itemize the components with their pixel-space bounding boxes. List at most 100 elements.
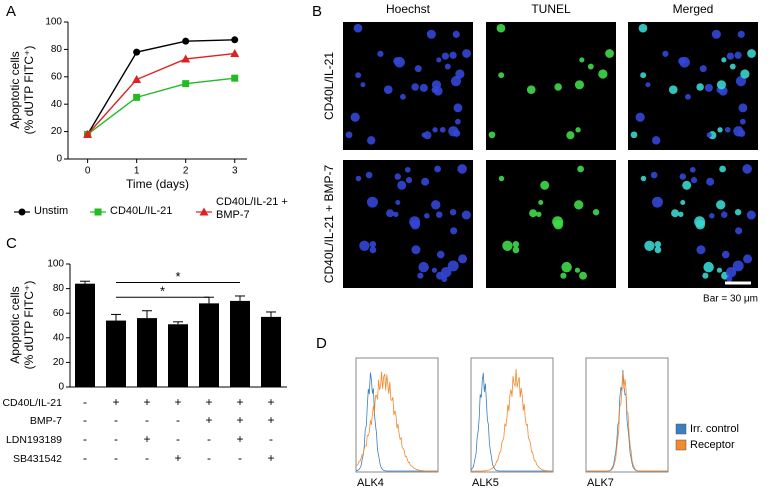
cell <box>447 260 459 272</box>
legend-label: Receptor <box>690 439 735 451</box>
histogram-curve <box>471 368 553 472</box>
panel-label: A <box>6 3 16 20</box>
cell <box>394 173 401 180</box>
cell <box>579 57 585 63</box>
cell <box>587 63 594 70</box>
cell <box>454 118 461 125</box>
legend-label: CD40L/IL-21 <box>110 205 173 217</box>
condition-value: - <box>269 432 273 446</box>
condition-value: - <box>83 432 87 446</box>
cell <box>689 166 696 173</box>
legend-marker <box>94 208 102 216</box>
cell <box>440 266 452 278</box>
cell <box>355 175 362 182</box>
cell <box>716 267 723 273</box>
cell <box>359 240 370 251</box>
cell <box>746 210 756 220</box>
cell <box>685 93 691 100</box>
cell <box>577 165 585 173</box>
y-axis-label: (% dUTP FITC⁺) <box>22 281 36 370</box>
bar <box>230 300 250 387</box>
cell <box>498 72 505 79</box>
cell <box>431 80 442 90</box>
cell <box>721 211 728 218</box>
y-tick-label: 60 <box>53 308 65 319</box>
cell <box>724 126 731 133</box>
cell <box>734 208 742 216</box>
cell <box>706 132 712 138</box>
y-tick-label: 0 <box>58 382 64 393</box>
cell <box>734 51 742 59</box>
condition-label: BMP-7 <box>30 415 62 427</box>
condition-value: + <box>236 432 243 446</box>
condition-value: - <box>114 432 118 446</box>
cell <box>605 49 614 58</box>
cell <box>579 271 587 280</box>
cell <box>704 83 713 92</box>
legend-label-box: CD40L/IL-21 <box>110 205 173 217</box>
condition-value: - <box>83 451 87 465</box>
cell <box>350 112 360 122</box>
condition-value: - <box>114 413 118 427</box>
cell <box>397 180 407 190</box>
condition-value: + <box>236 413 243 427</box>
histogram-label: ALK4 <box>357 477 384 489</box>
condition-value: + <box>143 395 150 409</box>
condition-value: - <box>114 451 118 465</box>
cell <box>405 177 413 184</box>
cell <box>345 131 353 139</box>
cell <box>441 276 448 282</box>
condition-value: + <box>267 413 274 427</box>
cell <box>554 83 562 91</box>
column-header: TUNEL <box>531 2 571 16</box>
cell <box>654 246 662 254</box>
cell <box>651 196 663 208</box>
cell <box>365 171 373 179</box>
cell <box>431 267 438 273</box>
cell <box>421 177 430 186</box>
cell <box>732 260 744 272</box>
condition-value: - <box>145 413 149 427</box>
cell <box>536 211 542 217</box>
cell <box>450 76 462 87</box>
cell <box>421 132 427 138</box>
cell <box>703 261 714 273</box>
condition-value: - <box>176 432 180 446</box>
condition-value: - <box>207 432 211 446</box>
condition-value: + <box>236 395 243 409</box>
panel-label: C <box>6 235 17 252</box>
cell <box>739 118 746 125</box>
condition-value: + <box>267 395 274 409</box>
cell <box>679 173 686 180</box>
cell <box>436 57 442 63</box>
cell <box>598 69 608 79</box>
cell <box>529 209 538 218</box>
cell <box>400 93 406 100</box>
cell <box>725 266 737 278</box>
cell <box>502 240 513 251</box>
condition-value: + <box>205 395 212 409</box>
cell <box>696 83 704 91</box>
cell <box>711 29 721 39</box>
x-tick-label: 1 <box>134 166 140 177</box>
y-tick-label: 80 <box>51 44 63 55</box>
y-tick-label: 60 <box>51 71 63 82</box>
bar <box>137 318 157 387</box>
cell <box>717 127 723 133</box>
micrograph <box>486 22 616 150</box>
condition-value: - <box>176 413 180 427</box>
cell <box>411 83 419 91</box>
bar <box>168 324 188 387</box>
condition-value: - <box>145 451 149 465</box>
cell <box>574 200 584 210</box>
series-line <box>87 39 235 135</box>
cell <box>574 267 581 273</box>
y-tick-label: 100 <box>47 259 64 270</box>
cell <box>452 30 460 38</box>
cell <box>386 209 395 218</box>
significance-label: * <box>160 284 165 299</box>
cell <box>367 136 376 145</box>
condition-value: - <box>238 451 242 465</box>
significance-label: * <box>175 269 180 284</box>
histogram-curve <box>355 372 438 472</box>
